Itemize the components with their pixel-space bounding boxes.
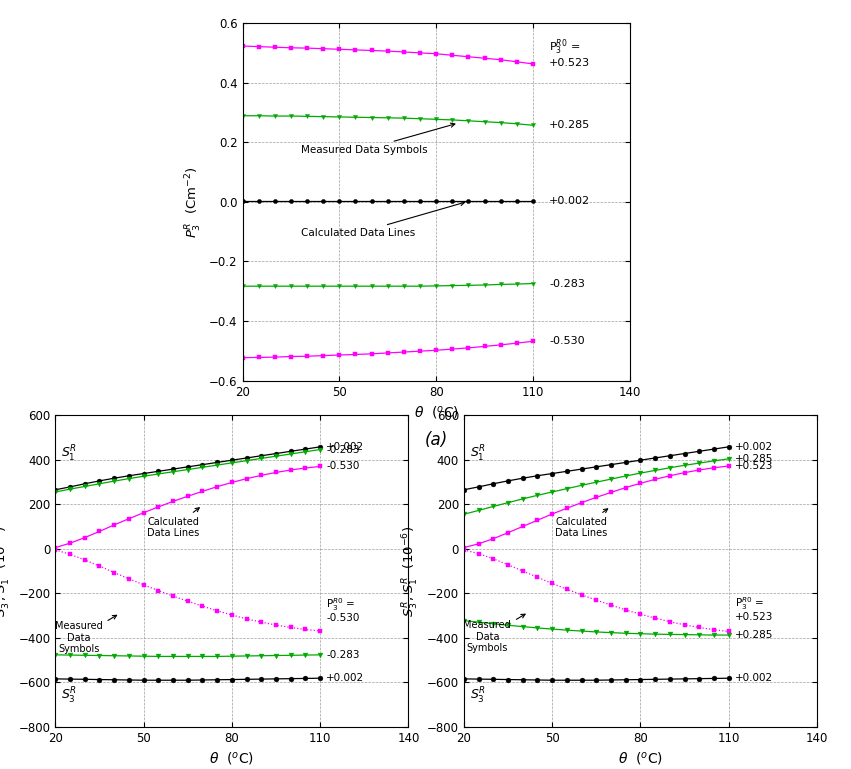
Text: +0.002: +0.002 — [326, 442, 364, 452]
Text: +0.002: +0.002 — [326, 673, 364, 683]
Text: P$_3^{R0}$ =: P$_3^{R0}$ = — [734, 595, 764, 611]
X-axis label: $\theta$  ($^o$C): $\theta$ ($^o$C) — [618, 750, 663, 767]
Text: Calculated
Data Lines: Calculated Data Lines — [556, 509, 608, 538]
X-axis label: $\theta$  ($^o$C): $\theta$ ($^o$C) — [414, 404, 459, 421]
Text: $S_1^R$: $S_1^R$ — [61, 444, 77, 464]
Text: Measured
Data
Symbols: Measured Data Symbols — [55, 615, 117, 654]
Y-axis label: $S_3^R$, $S_1^R$  (10$^{-6}$): $S_3^R$, $S_1^R$ (10$^{-6}$) — [0, 525, 13, 617]
Text: +0.523: +0.523 — [734, 611, 773, 621]
Text: +0.285: +0.285 — [734, 630, 773, 640]
Text: Measured Data Symbols: Measured Data Symbols — [300, 123, 454, 155]
Text: +0.285: +0.285 — [734, 454, 773, 464]
Text: Calculated Data Lines: Calculated Data Lines — [300, 201, 465, 238]
Text: -0.283: -0.283 — [549, 278, 585, 288]
Text: -0.283: -0.283 — [326, 444, 360, 454]
Text: P$_3^{R0}$ =: P$_3^{R0}$ = — [326, 596, 356, 613]
Text: +0.285: +0.285 — [549, 120, 591, 130]
Y-axis label: $S_3^R$, $S_1^R$  (10$^{-6}$): $S_3^R$, $S_1^R$ (10$^{-6}$) — [401, 525, 421, 617]
Text: $S_1^R$: $S_1^R$ — [470, 444, 486, 464]
Text: -0.530: -0.530 — [326, 613, 359, 623]
Text: -0.530: -0.530 — [549, 336, 585, 346]
Text: $S_3^R$: $S_3^R$ — [470, 686, 486, 706]
Text: $S_3^R$: $S_3^R$ — [61, 686, 77, 706]
Text: +0.002: +0.002 — [734, 673, 773, 683]
Text: +0.523: +0.523 — [549, 58, 591, 68]
Text: (a): (a) — [425, 431, 448, 449]
Text: +0.002: +0.002 — [549, 196, 591, 206]
Text: P$_3^{R0}$ =: P$_3^{R0}$ = — [549, 37, 580, 57]
Text: Measured
Data
Symbols: Measured Data Symbols — [464, 614, 525, 653]
Text: Calculated
Data Lines: Calculated Data Lines — [147, 508, 199, 538]
Y-axis label: $P_3^R$  (Cm$^{-2}$): $P_3^R$ (Cm$^{-2}$) — [184, 166, 203, 238]
Text: -0.530: -0.530 — [326, 461, 359, 471]
Text: -0.283: -0.283 — [326, 650, 360, 660]
X-axis label: $\theta$  ($^o$C): $\theta$ ($^o$C) — [209, 750, 254, 767]
Text: +0.523: +0.523 — [734, 461, 773, 471]
Text: +0.002: +0.002 — [734, 442, 773, 452]
